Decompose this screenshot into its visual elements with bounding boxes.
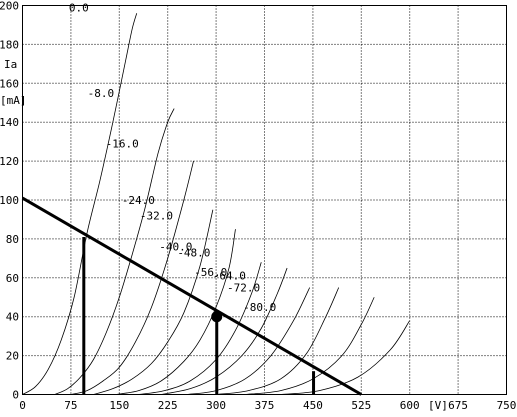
- curve-label: -32.0: [140, 209, 173, 222]
- load-line: [21, 196, 363, 396]
- x-tick-label: 450: [303, 399, 323, 412]
- curve-label: -40.0: [159, 241, 192, 254]
- y-tick-label: 40: [6, 311, 19, 324]
- curve-label: -16.0: [106, 137, 139, 150]
- grid-voltage-curve: [116, 229, 236, 395]
- y-tick-label: 100: [0, 194, 19, 207]
- curve-label: -80.0: [243, 301, 276, 314]
- curve-label: 0.0: [69, 1, 89, 14]
- grid-voltage-curve: [280, 320, 411, 395]
- curve-label: -72.0: [227, 281, 260, 294]
- x-axis-unit: [V]: [428, 399, 448, 412]
- curve-label: -24.0: [122, 194, 155, 207]
- curve-label: -8.0: [88, 87, 115, 100]
- x-tick-label: 300: [206, 399, 226, 412]
- curve-label: -64.0: [213, 270, 246, 283]
- x-tick-label: 75: [64, 399, 77, 412]
- y-tick-label: 0: [12, 389, 19, 402]
- plot-frame: [22, 5, 507, 395]
- x-tick-label: 375: [255, 399, 275, 412]
- grid-voltage-curve: [93, 209, 214, 395]
- grid-voltage-curve: [245, 297, 375, 395]
- grid-voltage-curve: [70, 161, 194, 395]
- x-tick-label: 675: [448, 399, 468, 412]
- x-tick-label: 750: [497, 399, 517, 412]
- y-axis-label: Ia: [4, 58, 17, 71]
- x-tick-label: 600: [400, 399, 420, 412]
- x-tick-label: 525: [351, 399, 371, 412]
- grid-voltage-curve: [54, 108, 175, 395]
- y-tick-label: 180: [0, 38, 19, 51]
- curve-label: -48.0: [177, 246, 210, 259]
- load-line-group: [21, 196, 363, 396]
- curves: 0.0 -8.0 -16.0 -24.0 -32.0 -40.0-48.0 -56.0-64…: [22, 1, 411, 395]
- grid-voltage-curve: [187, 287, 311, 395]
- x-tick-label: 0: [19, 399, 26, 412]
- y-tick-label: 200: [0, 0, 19, 13]
- y-tick-label: 20: [6, 350, 19, 363]
- x-tick-label: 150: [109, 399, 129, 412]
- y-axis-unit: [mA]: [0, 94, 27, 107]
- grid-voltage-curve: [22, 13, 138, 395]
- x-tick-label: 225: [158, 399, 178, 412]
- curve-label: -56.0: [194, 266, 227, 279]
- grid-voltage-curve: [161, 267, 288, 395]
- y-tick-label: 120: [0, 155, 19, 168]
- y-tick-label: 160: [0, 77, 19, 90]
- y-tick-label: 80: [6, 233, 19, 246]
- y-tick-label: 140: [0, 116, 19, 129]
- operating-point-marker: [211, 311, 223, 323]
- y-tick-label: 60: [6, 272, 19, 285]
- grid-voltage-curve: [216, 287, 340, 395]
